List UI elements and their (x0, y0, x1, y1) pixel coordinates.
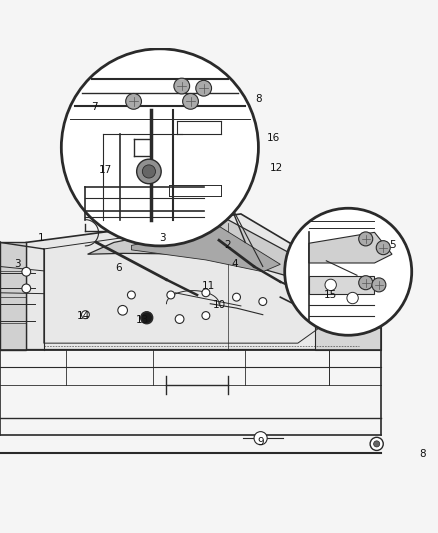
Circle shape (137, 159, 161, 184)
Circle shape (202, 312, 210, 319)
Circle shape (81, 311, 89, 319)
Circle shape (141, 312, 152, 324)
Text: 2: 2 (224, 240, 231, 251)
Text: 1: 1 (38, 233, 45, 243)
Circle shape (372, 278, 386, 292)
Text: 6: 6 (115, 263, 122, 273)
Text: 3: 3 (159, 233, 166, 243)
Text: 8: 8 (419, 449, 426, 459)
Circle shape (359, 276, 373, 290)
Text: 8: 8 (255, 94, 262, 104)
Text: 5: 5 (389, 240, 396, 251)
Text: 16: 16 (267, 133, 280, 143)
Polygon shape (131, 226, 280, 272)
Text: 13: 13 (136, 315, 149, 325)
Circle shape (374, 441, 380, 447)
Circle shape (183, 93, 198, 109)
Circle shape (127, 291, 135, 299)
Circle shape (359, 232, 373, 246)
Polygon shape (26, 214, 381, 350)
Text: 3: 3 (14, 260, 21, 269)
Circle shape (167, 291, 175, 299)
Polygon shape (309, 232, 392, 263)
Text: 11: 11 (201, 281, 215, 291)
Polygon shape (315, 297, 381, 350)
Circle shape (376, 241, 390, 255)
Text: 10: 10 (212, 300, 226, 310)
Circle shape (347, 292, 358, 304)
Circle shape (141, 312, 153, 324)
Circle shape (325, 279, 336, 290)
Circle shape (259, 297, 267, 305)
Circle shape (370, 437, 383, 450)
Text: 12: 12 (269, 163, 283, 173)
Polygon shape (0, 243, 26, 350)
Circle shape (142, 165, 155, 178)
Text: 15: 15 (324, 290, 337, 300)
Text: 9: 9 (257, 437, 264, 447)
Polygon shape (88, 220, 307, 275)
Circle shape (126, 93, 141, 109)
Text: 7: 7 (91, 102, 98, 111)
Circle shape (254, 432, 267, 445)
Text: 14: 14 (77, 311, 90, 320)
Circle shape (118, 305, 127, 315)
Circle shape (196, 80, 212, 96)
Circle shape (202, 289, 210, 297)
Text: 4: 4 (231, 260, 238, 269)
Polygon shape (309, 276, 374, 294)
Circle shape (233, 293, 240, 301)
Circle shape (61, 49, 258, 246)
Circle shape (175, 314, 184, 324)
Circle shape (22, 284, 31, 293)
Circle shape (285, 208, 412, 335)
Text: 17: 17 (99, 165, 112, 175)
Circle shape (22, 268, 31, 276)
Circle shape (174, 78, 190, 94)
